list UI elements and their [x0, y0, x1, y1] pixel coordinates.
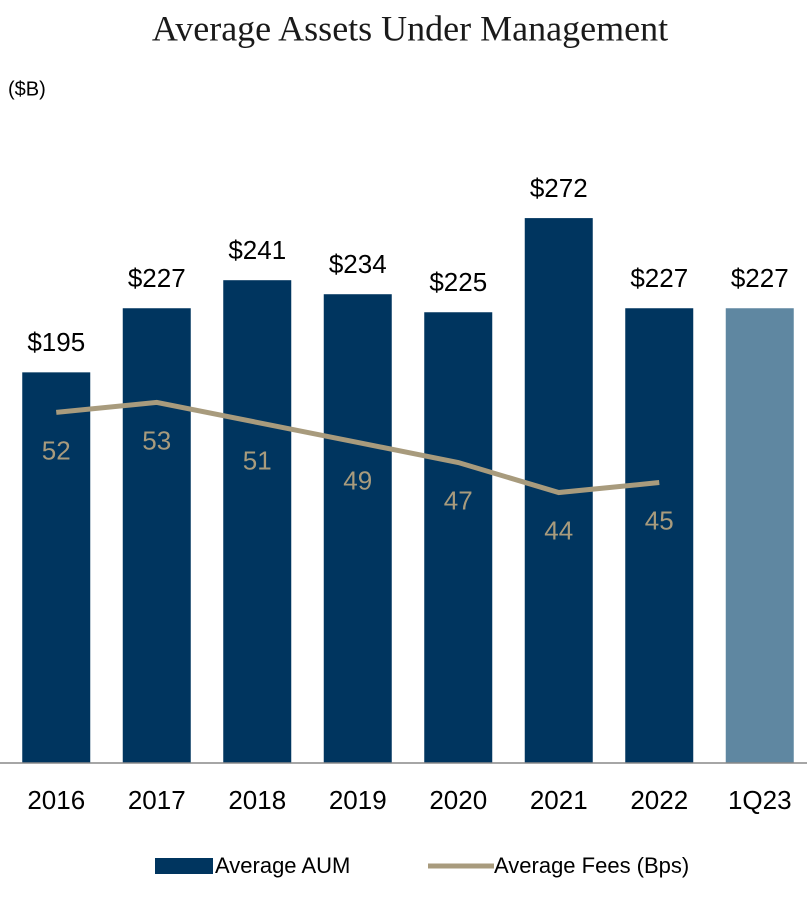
bar — [223, 280, 292, 763]
bar — [122, 308, 191, 763]
bar — [725, 308, 794, 763]
x-tick-label: 2020 — [429, 785, 487, 815]
x-tick-label: 2022 — [630, 785, 688, 815]
legend-label: Average Fees (Bps) — [494, 853, 689, 878]
line-value-label: 45 — [645, 505, 674, 535]
line-value-label: 51 — [243, 445, 272, 475]
bar-value-label: $225 — [429, 267, 487, 297]
x-tick-label: 2016 — [27, 785, 85, 815]
x-tick-label: 2017 — [128, 785, 186, 815]
bar-value-label: $234 — [329, 249, 387, 279]
y-axis-label: ($B) — [8, 78, 46, 100]
line-value-label: 52 — [42, 435, 71, 465]
bar-value-label: $272 — [530, 173, 588, 203]
line-value-label: 44 — [544, 515, 573, 545]
fee-line — [56, 399, 660, 496]
x-tick-label: 2018 — [228, 785, 286, 815]
bar-value-label: $227 — [630, 263, 688, 293]
x-tick-label: 2019 — [329, 785, 387, 815]
bar-value-label: $227 — [128, 263, 186, 293]
x-tick-label: 1Q23 — [728, 785, 792, 815]
bar — [323, 294, 392, 763]
line-value-label: 53 — [142, 425, 171, 455]
legend-label: Average AUM — [215, 853, 350, 878]
bar-value-label: $241 — [228, 235, 286, 265]
bar — [625, 308, 694, 763]
line-value-label: 47 — [444, 485, 473, 515]
bar-value-label: $195 — [27, 327, 85, 357]
bar — [22, 372, 91, 763]
x-tick-label: 2021 — [530, 785, 588, 815]
line-value-label: 49 — [343, 465, 372, 495]
chart-title: Average Assets Under Management — [152, 8, 668, 48]
bar — [424, 312, 493, 763]
bar-value-label: $227 — [731, 263, 789, 293]
legend-swatch — [155, 858, 213, 874]
